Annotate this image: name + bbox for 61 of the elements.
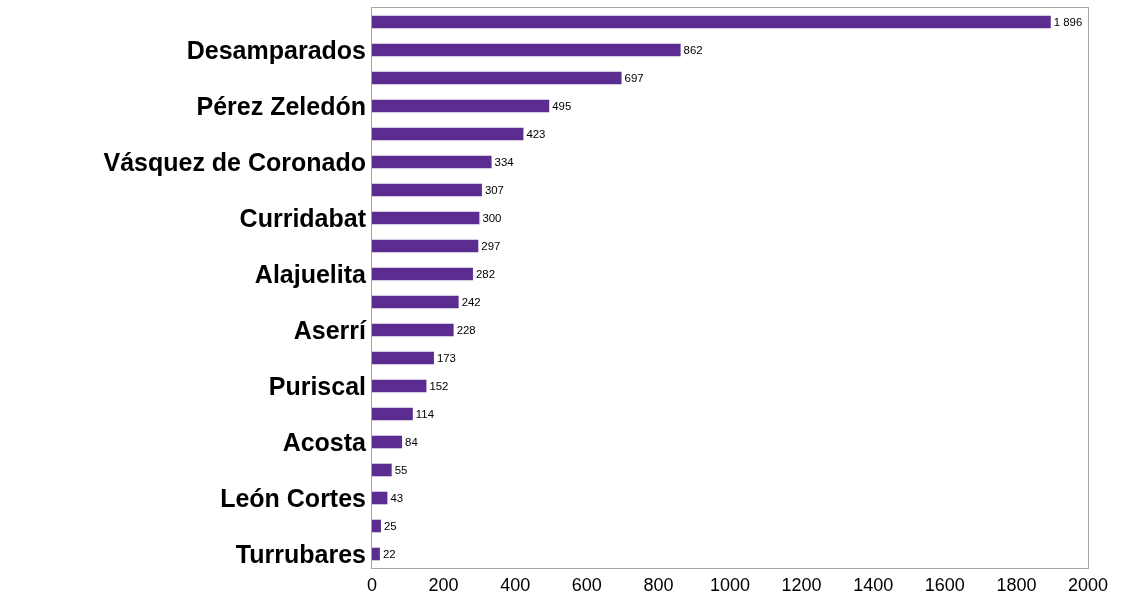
x-tick-label: 200 xyxy=(428,574,459,595)
data-label: 495 xyxy=(552,99,572,112)
data-label: 862 xyxy=(683,43,703,56)
bar xyxy=(372,323,454,337)
data-label: 307 xyxy=(484,183,504,196)
y-tick-label: Aserrí xyxy=(293,315,368,344)
x-tick-label: 400 xyxy=(500,574,531,595)
bar xyxy=(372,547,380,561)
bar xyxy=(372,519,381,533)
bar xyxy=(372,155,492,169)
bar xyxy=(372,183,482,197)
data-label: 55 xyxy=(394,463,408,476)
data-label: 697 xyxy=(624,71,644,84)
x-tick-label: 1400 xyxy=(853,574,894,595)
data-label: 1 896 xyxy=(1053,15,1083,28)
y-tick-label: Vásquez de Coronado xyxy=(103,147,366,176)
bar xyxy=(372,351,434,365)
data-label: 173 xyxy=(436,351,456,364)
bar xyxy=(372,407,413,421)
x-tick-label: 0 xyxy=(366,574,378,595)
x-tick-label: 1000 xyxy=(709,574,751,595)
data-label: 22 xyxy=(382,547,396,560)
x-tick-label: 1800 xyxy=(996,574,1037,595)
y-tick-label: Puriscal xyxy=(268,371,366,400)
data-label: 242 xyxy=(461,295,481,308)
y-tick-label: Alajuelita xyxy=(254,259,368,288)
data-label: 334 xyxy=(494,155,514,168)
bar xyxy=(372,463,392,477)
bar xyxy=(372,239,479,253)
bar xyxy=(372,99,550,113)
data-label: 282 xyxy=(475,267,495,280)
bar xyxy=(372,15,1051,29)
x-tick-label: 600 xyxy=(571,574,602,595)
data-label: 297 xyxy=(481,239,501,252)
bar xyxy=(372,379,427,393)
x-tick-label: 1600 xyxy=(924,574,965,595)
bar xyxy=(372,211,480,225)
x-tick-label: 800 xyxy=(643,574,674,595)
data-label: 43 xyxy=(390,491,404,504)
bar xyxy=(372,491,388,505)
data-label: 228 xyxy=(456,323,476,336)
bar xyxy=(372,71,622,85)
x-tick-label: 2000 xyxy=(1067,574,1109,595)
data-label: 114 xyxy=(415,407,434,420)
data-label: 25 xyxy=(383,519,397,532)
y-tick-label: León Cortes xyxy=(220,483,366,512)
bar xyxy=(372,127,524,141)
data-label: 84 xyxy=(405,435,418,448)
x-tick-label: 1200 xyxy=(781,574,822,595)
data-label: 300 xyxy=(482,211,502,224)
bar xyxy=(372,295,459,309)
bar xyxy=(372,435,403,449)
y-tick-label: Curridabat xyxy=(239,203,367,232)
data-label: 423 xyxy=(526,127,546,140)
bar xyxy=(372,43,681,57)
bar xyxy=(372,267,473,281)
y-tick-label: Pérez Zeledón xyxy=(196,91,366,120)
data-label: 152 xyxy=(429,379,449,392)
y-tick-label: Turrubares xyxy=(235,539,366,568)
y-tick-label: Desamparados xyxy=(186,35,366,64)
y-tick-label: Acosta xyxy=(282,427,368,456)
